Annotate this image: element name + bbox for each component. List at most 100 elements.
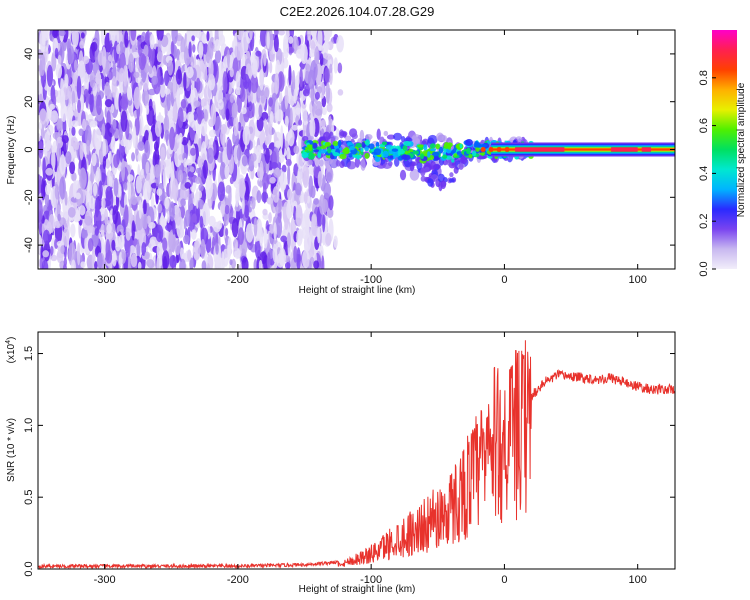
noise-speckle (225, 227, 229, 237)
y-tick-label: 40 (23, 48, 35, 60)
colorbar-gradient (712, 30, 737, 269)
x-axis-label-top: Height of straight line (km) (299, 285, 416, 296)
noise-speckle (174, 239, 181, 256)
noise-speckle (179, 247, 184, 260)
noise-speckle (80, 32, 85, 39)
signal-core (332, 140, 339, 147)
noise-speckle (73, 141, 81, 150)
noise-speckle (311, 213, 317, 227)
noise-speckle (302, 89, 310, 97)
y-axis-ticks-top: -40 -20 0 20 40 (23, 48, 675, 253)
noise-speckle (274, 72, 280, 95)
noise-speckle (59, 154, 66, 175)
noise-speckle (38, 199, 43, 223)
signal-core (349, 145, 355, 151)
signal-core (465, 139, 473, 147)
noise-speckle (84, 125, 92, 147)
noise-speckle (256, 144, 262, 164)
noise-speckle (166, 89, 171, 111)
noise-speckle (314, 46, 320, 65)
signal-tail (437, 173, 445, 183)
noise-speckle (120, 139, 127, 147)
colorbar-label: Normalized spectral amplitude (736, 82, 747, 217)
noise-speckle (186, 66, 194, 79)
noise-speckle (182, 172, 187, 185)
noise-speckle (146, 259, 155, 268)
noise-speckle (148, 222, 156, 229)
noise-speckle (75, 192, 81, 200)
signal-core (433, 155, 440, 161)
signal-core (348, 152, 353, 158)
signal-tail (427, 178, 434, 187)
noise-speckle (317, 30, 323, 52)
noise-speckle (268, 212, 272, 224)
noise-speckle (54, 184, 60, 200)
noise-speckle (193, 111, 198, 121)
noise-speckle (313, 198, 319, 205)
noise-speckle (279, 171, 287, 191)
noise-speckle (183, 157, 188, 168)
noise-speckle (222, 70, 228, 94)
noise-speckle (106, 223, 112, 234)
noise-speckle (112, 119, 117, 130)
signal-trace (300, 128, 675, 192)
noise-speckle (273, 222, 277, 241)
noise-speckle (172, 220, 176, 235)
signal-core (402, 145, 408, 151)
noise-speckle (166, 210, 170, 224)
noise-speckle (137, 152, 142, 162)
noise-speckle (94, 227, 99, 236)
signal-core (318, 149, 327, 154)
noise-speckle (121, 158, 126, 182)
noise-speckle (135, 175, 142, 194)
noise-speckle (72, 102, 76, 111)
noise-speckle (293, 88, 297, 104)
noise-speckle (293, 245, 298, 263)
svg-text:(x104): (x104) (5, 337, 17, 364)
noise-speckle (280, 235, 288, 243)
noise-speckle (219, 161, 227, 180)
signal-halo (376, 128, 381, 140)
noise-speckle (295, 74, 300, 87)
noise-speckle (71, 120, 79, 127)
noise-speckle (72, 109, 80, 117)
noise-speckle (275, 109, 284, 122)
noise-speckle (76, 75, 82, 100)
signal-halo (335, 160, 341, 167)
y-axis-label-top: Frequency (Hz) (6, 116, 17, 185)
noise-speckle (215, 242, 219, 255)
noise-speckle (118, 234, 125, 249)
noise-speckle (79, 141, 84, 161)
signal-core (327, 146, 332, 154)
noise-speckle (42, 229, 51, 245)
signal-tail (453, 166, 459, 174)
noise-speckle (337, 62, 343, 74)
noise-speckle (249, 30, 253, 40)
noise-speckle (169, 201, 175, 222)
noise-speckle (325, 81, 331, 104)
noise-speckle (116, 224, 124, 235)
signal-halo (383, 130, 389, 137)
noise-speckle (292, 69, 296, 91)
noise-speckle (303, 233, 312, 252)
noise-speckle (235, 186, 240, 208)
noise-speckle (156, 188, 163, 197)
noise-speckle (269, 223, 275, 234)
noise-speckle (296, 229, 303, 246)
noise-speckle (187, 140, 191, 157)
signal-core (429, 143, 436, 149)
x-tick-label: -300 (94, 274, 116, 286)
noise-speckle (191, 191, 195, 200)
noise-speckle (154, 146, 160, 168)
noise-speckle (133, 71, 140, 79)
noise-speckle (264, 136, 269, 146)
noise-speckle (169, 126, 175, 151)
signal-core (445, 155, 453, 160)
noise-speckle (336, 35, 344, 53)
noise-speckle (308, 175, 314, 198)
signal-core (361, 141, 365, 148)
noise-speckle (269, 61, 273, 74)
noise-speckle (62, 227, 70, 247)
signal-peak (611, 147, 638, 152)
